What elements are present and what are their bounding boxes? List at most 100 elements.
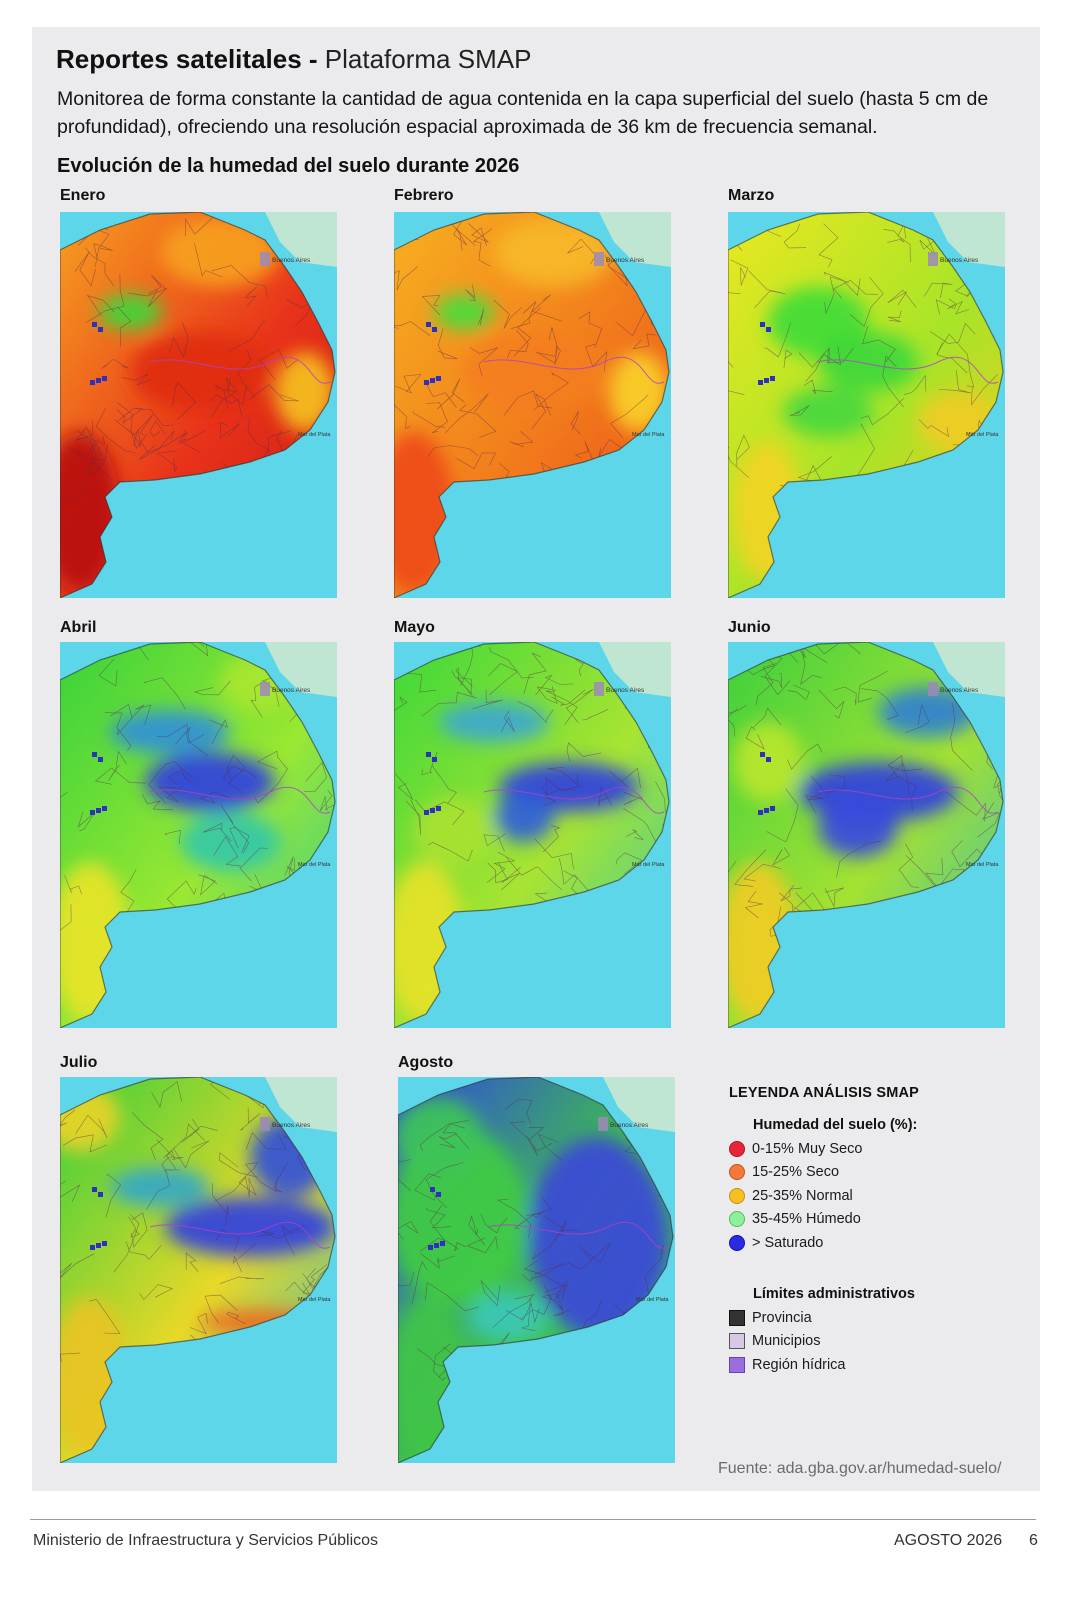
legend-item-normal: 25-35% Normal (729, 1188, 853, 1204)
municipio-line (882, 355, 904, 408)
map-febrero: Buenos Aires Mar del Plata (394, 212, 671, 598)
municipio-line (194, 243, 223, 278)
municipio-line (505, 1302, 540, 1324)
municipio-line (210, 394, 242, 417)
month-label-agosto: Agosto (398, 1054, 454, 1071)
municipio-line (566, 688, 594, 723)
municipio-line (427, 445, 478, 457)
municipio-boundaries (398, 1077, 673, 1390)
city-label-buenos-aires: Buenos Aires (610, 1122, 649, 1129)
region-hidrica-line (817, 786, 999, 814)
moisture-patch (130, 332, 270, 412)
municipio-line (804, 379, 833, 394)
region-hidrica-line (483, 356, 665, 384)
water-pixel (766, 757, 771, 762)
municipio-line (597, 786, 613, 806)
municipio-line (805, 345, 841, 382)
municipio-line (460, 642, 481, 687)
municipio-line (215, 1228, 240, 1253)
legend-swatch-municipios (729, 1333, 745, 1349)
municipio-line (85, 247, 115, 287)
municipio-line (60, 787, 68, 811)
municipio-line (827, 347, 854, 363)
municipio-line (174, 726, 205, 745)
municipio-line (142, 794, 174, 811)
legend-label: 15-25% Seco (752, 1164, 840, 1180)
month-label-junio: Junio (728, 619, 771, 636)
city-label-mar-del-plata: Mar del Plata (298, 432, 331, 438)
city-label-mar-del-plata: Mar del Plata (632, 432, 665, 438)
municipio-line (101, 358, 129, 369)
legend-label: 25-35% Normal (752, 1188, 853, 1204)
legend-label: 35-45% Húmedo (752, 1211, 861, 1227)
municipio-line (220, 804, 250, 854)
municipio-line (202, 822, 232, 842)
municipio-line (734, 849, 767, 887)
municipio-line (86, 295, 115, 317)
municipio-line (420, 1253, 456, 1269)
municipio-line (520, 1283, 552, 1320)
municipio-line (800, 651, 822, 686)
municipio-line (117, 306, 132, 348)
uruguay-land (603, 1077, 675, 1132)
moisture-patch (494, 792, 554, 842)
municipio-line (60, 485, 87, 510)
water-pixel (428, 1245, 433, 1250)
municipio-line (818, 223, 839, 268)
municipio-line (128, 1216, 140, 1238)
municipio-line (938, 369, 971, 394)
municipio-line (728, 439, 750, 479)
water-pixel (760, 752, 765, 757)
moisture-patch (414, 797, 494, 867)
province-boundary (60, 642, 336, 1028)
municipio-line (218, 1152, 258, 1178)
buenos-aires-marker (594, 682, 604, 696)
water-pixel (436, 806, 441, 811)
map-julio: Buenos Aires Mar del Plata (60, 1077, 337, 1463)
municipio-line (805, 792, 824, 814)
municipio-line (923, 282, 953, 299)
municipio-line (443, 1238, 467, 1252)
legend-swatch-provincia (729, 1310, 745, 1326)
municipio-line (199, 791, 233, 804)
water-pixel (770, 376, 775, 381)
municipio-line (75, 1114, 108, 1138)
municipio-line (130, 704, 152, 725)
municipio-line (427, 842, 473, 862)
municipio-line (935, 298, 957, 315)
buenos-aires-marker (594, 252, 604, 266)
municipio-line (493, 299, 523, 329)
province-boundary (398, 1077, 674, 1463)
municipio-line (436, 378, 465, 410)
municipio-line (769, 906, 781, 937)
municipio-line (419, 1120, 469, 1152)
municipio-line (208, 719, 228, 745)
municipio-line (108, 750, 128, 781)
water-pixel (436, 376, 441, 381)
municipio-line (210, 377, 238, 418)
municipio-line (167, 769, 194, 786)
uruguay-land (265, 212, 337, 267)
province-boundary (728, 212, 1004, 598)
moisture-patch (165, 1197, 335, 1257)
water-pixel (426, 322, 431, 327)
municipio-line (458, 404, 497, 438)
municipio-line (501, 866, 521, 891)
municipio-line (541, 1293, 571, 1317)
municipio-line (116, 408, 144, 424)
municipio-line (535, 674, 574, 696)
municipio-line (787, 743, 823, 770)
moisture-patch (394, 432, 454, 592)
municipio-line (198, 874, 218, 896)
municipio-line (610, 394, 649, 439)
water-pixel (432, 757, 437, 762)
municipio-line (860, 397, 905, 426)
municipio-line (253, 768, 289, 804)
municipio-line (772, 847, 790, 866)
source-link[interactable]: Fuente: ada.gba.gov.ar/humedad-suelo/ (718, 1460, 1002, 1477)
municipio-line (501, 710, 515, 733)
municipio-line (623, 808, 657, 844)
buenos-aires-marker (598, 1117, 608, 1131)
legend-item-seco: 15-25% Seco (729, 1164, 839, 1180)
municipio-line (534, 838, 575, 870)
